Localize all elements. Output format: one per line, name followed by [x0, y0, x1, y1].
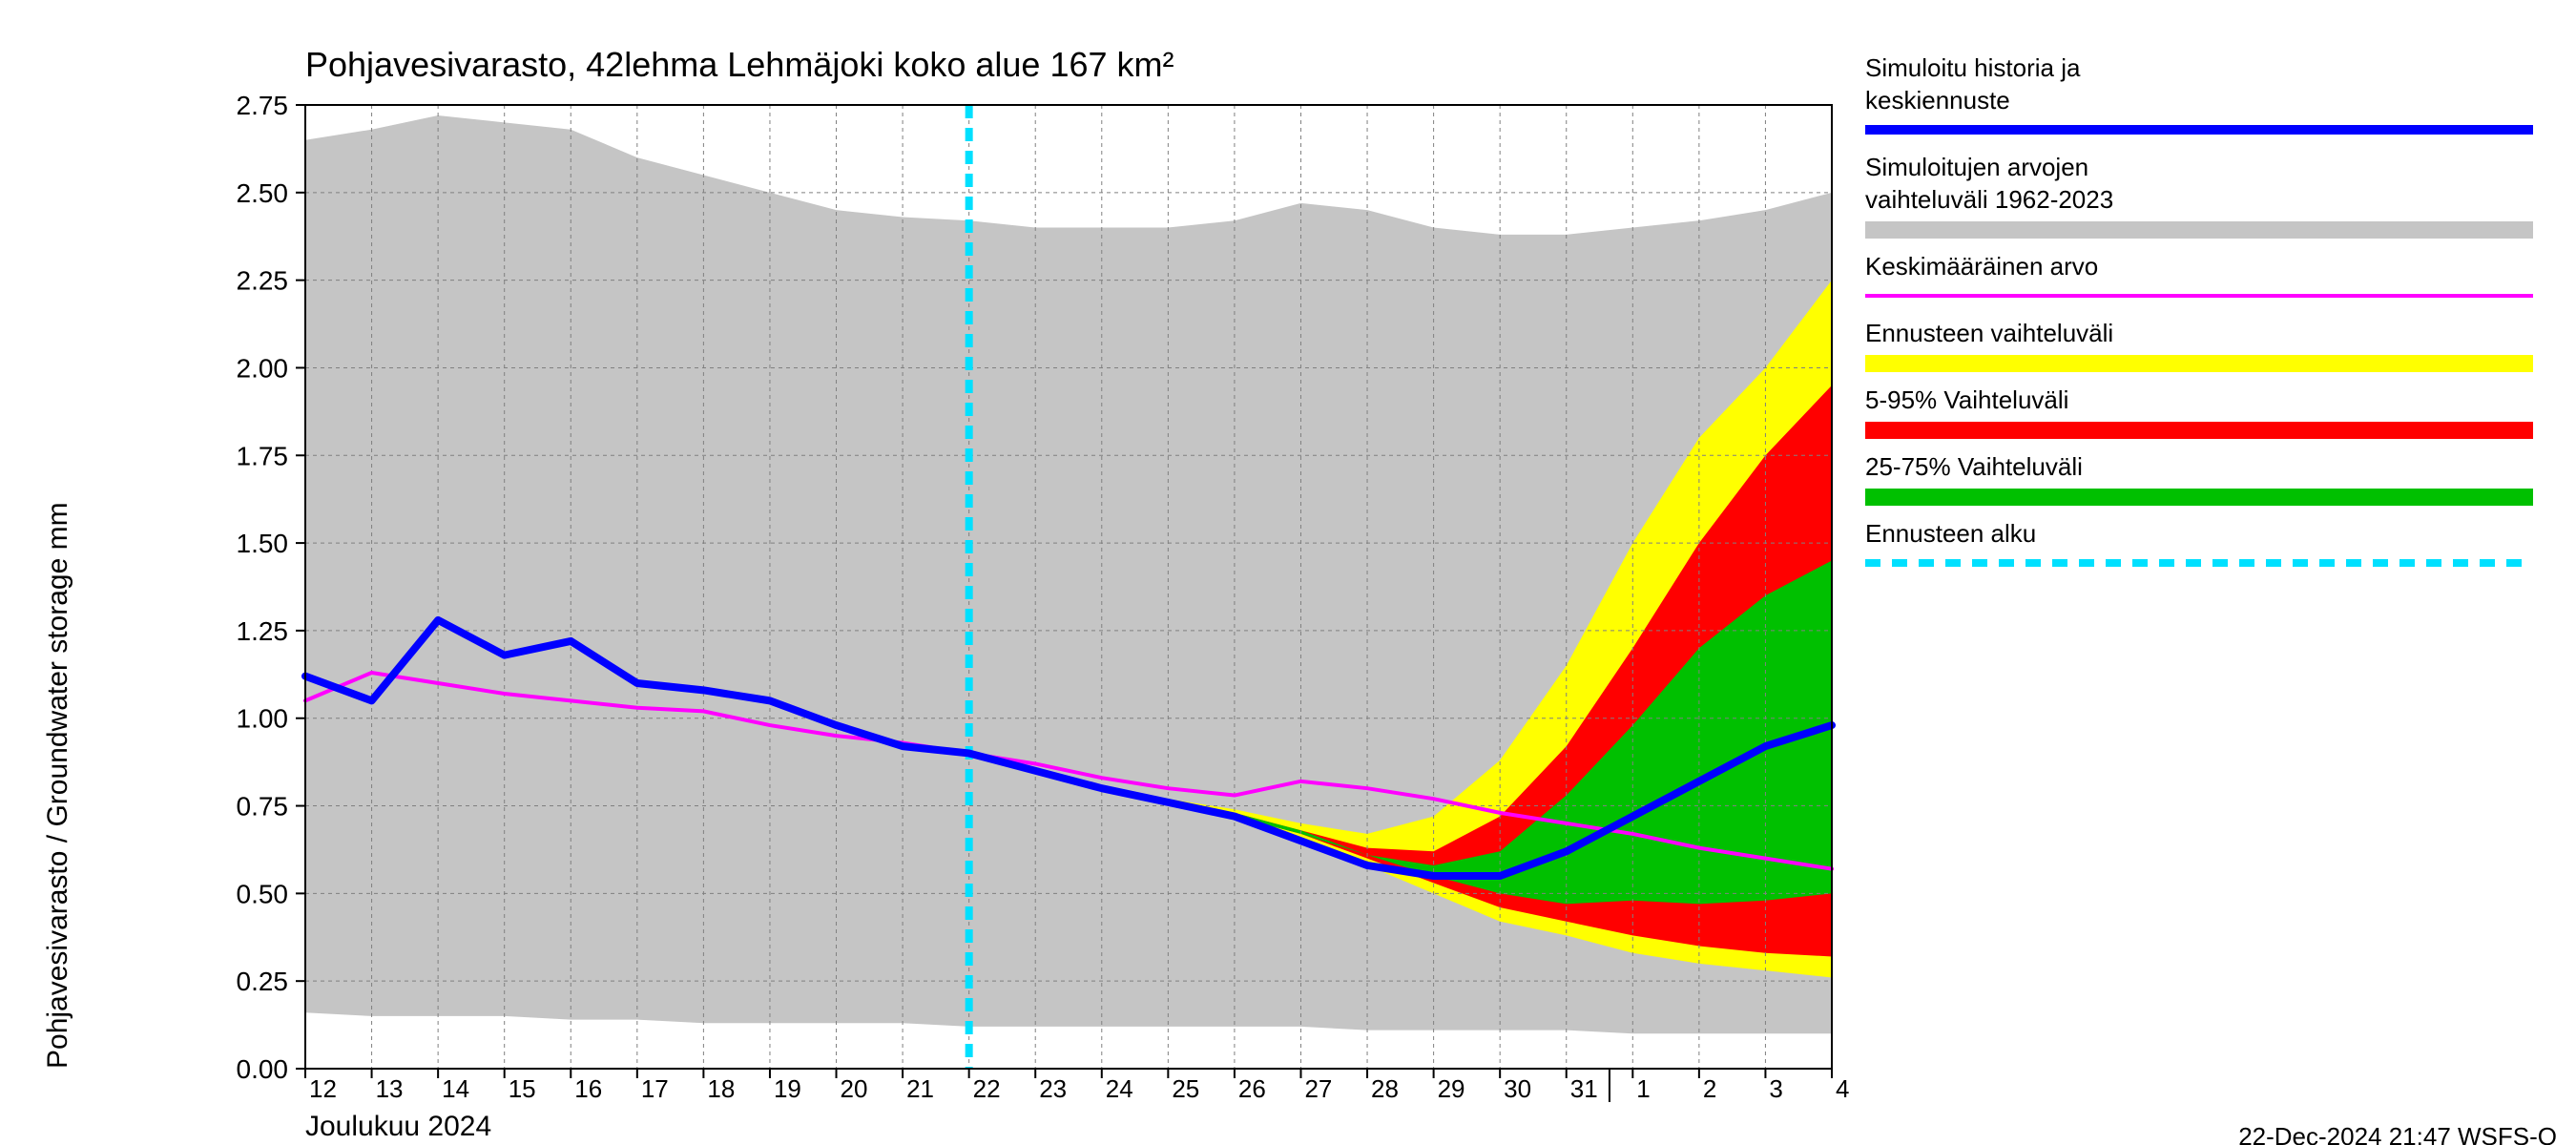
x-month-label-fi: Joulukuu 2024 [305, 1111, 491, 1142]
svg-text:17: 17 [641, 1074, 669, 1103]
svg-text:1: 1 [1636, 1074, 1650, 1103]
svg-text:0.25: 0.25 [237, 967, 289, 996]
legend: Simuloitu historia ja keskiennuste Simuloi… [1865, 53, 2533, 563]
svg-text:1.00: 1.00 [237, 704, 289, 734]
svg-text:2.50: 2.50 [237, 178, 289, 208]
footer-timestamp: 22-Dec-2024 21:47 WSFS-O [2238, 1122, 2557, 1145]
svg-text:2.75: 2.75 [237, 91, 289, 120]
svg-text:13: 13 [376, 1074, 404, 1103]
svg-text:23: 23 [1039, 1074, 1067, 1103]
svg-text:18: 18 [707, 1074, 735, 1103]
svg-text:Ennusteen alku: Ennusteen alku [1865, 519, 2036, 548]
svg-text:1.75: 1.75 [237, 441, 289, 470]
svg-text:12: 12 [309, 1074, 337, 1103]
svg-text:22: 22 [973, 1074, 1001, 1103]
svg-text:29: 29 [1438, 1074, 1465, 1103]
area-bands [305, 115, 1832, 1033]
svg-text:15: 15 [509, 1074, 536, 1103]
chart-container: 0.00 0.25 0.50 0.75 1.00 1.25 1.50 1.75 2.00 2.25… [0, 0, 2576, 1145]
y-axis-label: Pohjavesivarasto / Groundwater storage m… [42, 502, 73, 1069]
svg-text:2.25: 2.25 [237, 266, 289, 296]
svg-text:26: 26 [1238, 1074, 1266, 1103]
svg-text:Ennusteen vaihteluväli: Ennusteen vaihteluväli [1865, 319, 2113, 347]
chart-svg: 0.00 0.25 0.50 0.75 1.00 1.25 1.50 1.75 2.00 2.25… [0, 0, 2576, 1145]
svg-text:16: 16 [574, 1074, 602, 1103]
svg-text:24: 24 [1106, 1074, 1133, 1103]
chart-title: Pohjavesivarasto, 42lehma Lehmäjoki koko… [305, 45, 1174, 84]
svg-text:25-75% Vaihteluväli: 25-75% Vaihteluväli [1865, 452, 2083, 481]
svg-text:0.50: 0.50 [237, 879, 289, 908]
svg-text:0.00: 0.00 [237, 1054, 289, 1084]
svg-text:keskiennuste: keskiennuste [1865, 86, 2010, 114]
svg-text:31: 31 [1570, 1074, 1598, 1103]
svg-text:5-95% Vaihteluväli: 5-95% Vaihteluväli [1865, 385, 2068, 414]
svg-text:4: 4 [1836, 1074, 1849, 1103]
svg-text:1.25: 1.25 [237, 616, 289, 646]
svg-text:21: 21 [906, 1074, 934, 1103]
svg-text:27: 27 [1304, 1074, 1332, 1103]
svg-text:Simuloitu historia ja: Simuloitu historia ja [1865, 53, 2081, 82]
svg-text:2.00: 2.00 [237, 353, 289, 383]
svg-text:25: 25 [1172, 1074, 1199, 1103]
svg-text:20: 20 [841, 1074, 868, 1103]
svg-text:0.75: 0.75 [237, 792, 289, 822]
svg-text:19: 19 [774, 1074, 801, 1103]
svg-text:3: 3 [1769, 1074, 1782, 1103]
svg-text:28: 28 [1371, 1074, 1399, 1103]
svg-text:2: 2 [1703, 1074, 1716, 1103]
svg-text:1.50: 1.50 [237, 529, 289, 558]
svg-text:Simuloitujen arvojen: Simuloitujen arvojen [1865, 153, 2088, 181]
svg-text:vaihteluväli 1962-2023: vaihteluväli 1962-2023 [1865, 185, 2113, 214]
svg-text:30: 30 [1504, 1074, 1531, 1103]
svg-text:14: 14 [442, 1074, 469, 1103]
svg-text:Keskimääräinen arvo: Keskimääräinen arvo [1865, 252, 2098, 281]
